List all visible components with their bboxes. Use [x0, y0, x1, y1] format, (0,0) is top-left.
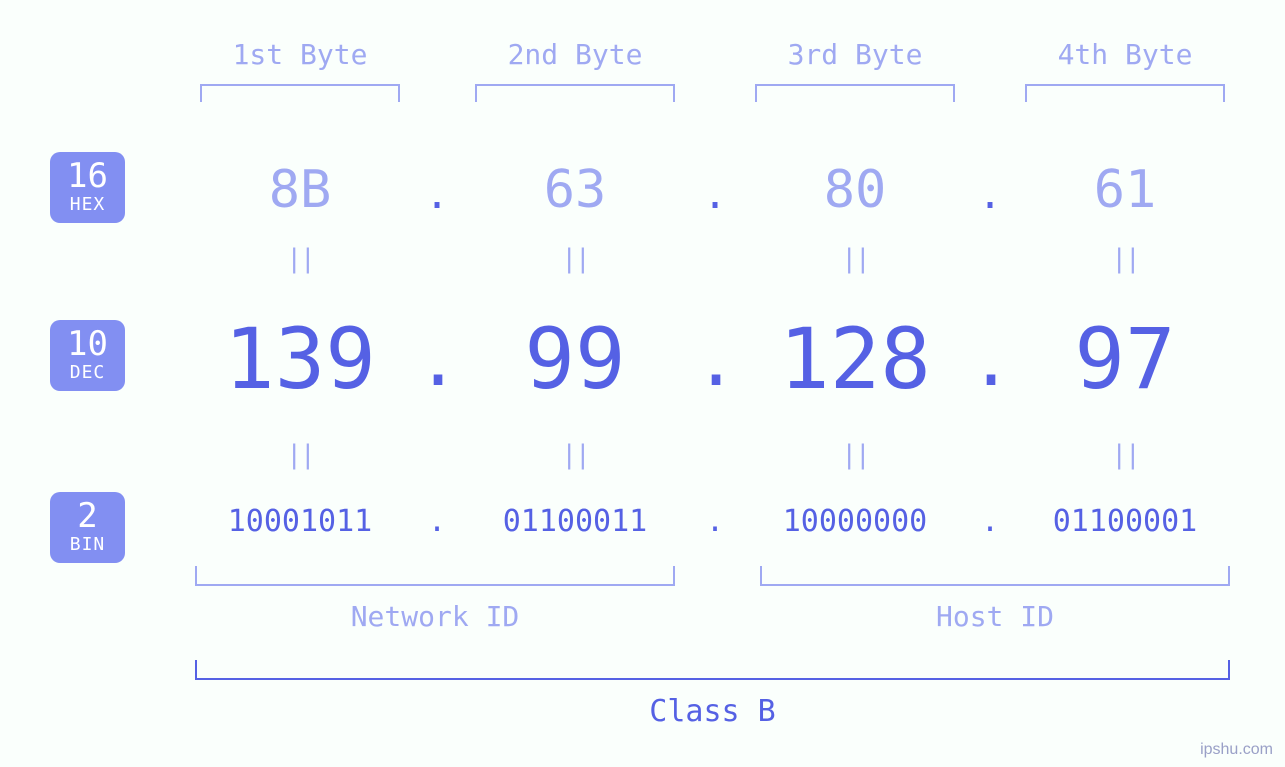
base-badge-bin: 2BIN [50, 492, 125, 563]
byte-bracket-3 [755, 84, 955, 102]
bin-value-byte-4: 01100001 [995, 504, 1255, 539]
equals-r1-c1: || [545, 440, 605, 470]
hex-dot-3: . [970, 172, 1010, 218]
equals-r1-c0: || [270, 440, 330, 470]
byte-header-3: 3rd Byte [755, 38, 955, 71]
dec-value-byte-1: 139 [170, 310, 430, 408]
hex-dot-2: . [695, 172, 735, 218]
byte-bracket-4 [1025, 84, 1225, 102]
dec-dot-1: . [417, 320, 457, 402]
base-number: 2 [50, 498, 125, 535]
bin-value-byte-1: 10001011 [170, 504, 430, 539]
bin-dot-2: . [695, 504, 735, 539]
base-number: 16 [50, 158, 125, 195]
hex-value-byte-3: 80 [725, 160, 985, 220]
bottom-label-1: Host ID [760, 600, 1230, 633]
base-label: BIN [50, 535, 125, 555]
dec-dot-2: . [695, 320, 735, 402]
equals-r0-c0: || [270, 244, 330, 274]
hex-value-byte-2: 63 [445, 160, 705, 220]
base-badge-hex: 16HEX [50, 152, 125, 223]
base-label: HEX [50, 195, 125, 215]
base-number: 10 [50, 326, 125, 363]
equals-r0-c2: || [825, 244, 885, 274]
bottom-bracket-2 [195, 660, 1230, 680]
watermark: ipshu.com [1200, 741, 1273, 759]
byte-bracket-1 [200, 84, 400, 102]
bottom-bracket-0 [195, 566, 675, 586]
byte-header-1: 1st Byte [200, 38, 400, 71]
bin-dot-1: . [417, 504, 457, 539]
equals-r1-c2: || [825, 440, 885, 470]
equals-r0-c1: || [545, 244, 605, 274]
byte-bracket-2 [475, 84, 675, 102]
hex-dot-1: . [417, 172, 457, 218]
dec-value-byte-4: 97 [995, 310, 1255, 408]
equals-r1-c3: || [1095, 440, 1155, 470]
bin-dot-3: . [970, 504, 1010, 539]
bottom-label-0: Network ID [195, 600, 675, 633]
dec-dot-3: . [970, 320, 1010, 402]
base-label: DEC [50, 363, 125, 383]
byte-header-2: 2nd Byte [475, 38, 675, 71]
equals-r0-c3: || [1095, 244, 1155, 274]
dec-value-byte-3: 128 [725, 310, 985, 408]
bin-value-byte-2: 01100011 [445, 504, 705, 539]
bin-value-byte-3: 10000000 [725, 504, 985, 539]
dec-value-byte-2: 99 [445, 310, 705, 408]
bottom-label-2: Class B [195, 694, 1230, 729]
hex-value-byte-4: 61 [995, 160, 1255, 220]
byte-header-4: 4th Byte [1025, 38, 1225, 71]
hex-value-byte-1: 8B [170, 160, 430, 220]
bottom-bracket-1 [760, 566, 1230, 586]
base-badge-dec: 10DEC [50, 320, 125, 391]
